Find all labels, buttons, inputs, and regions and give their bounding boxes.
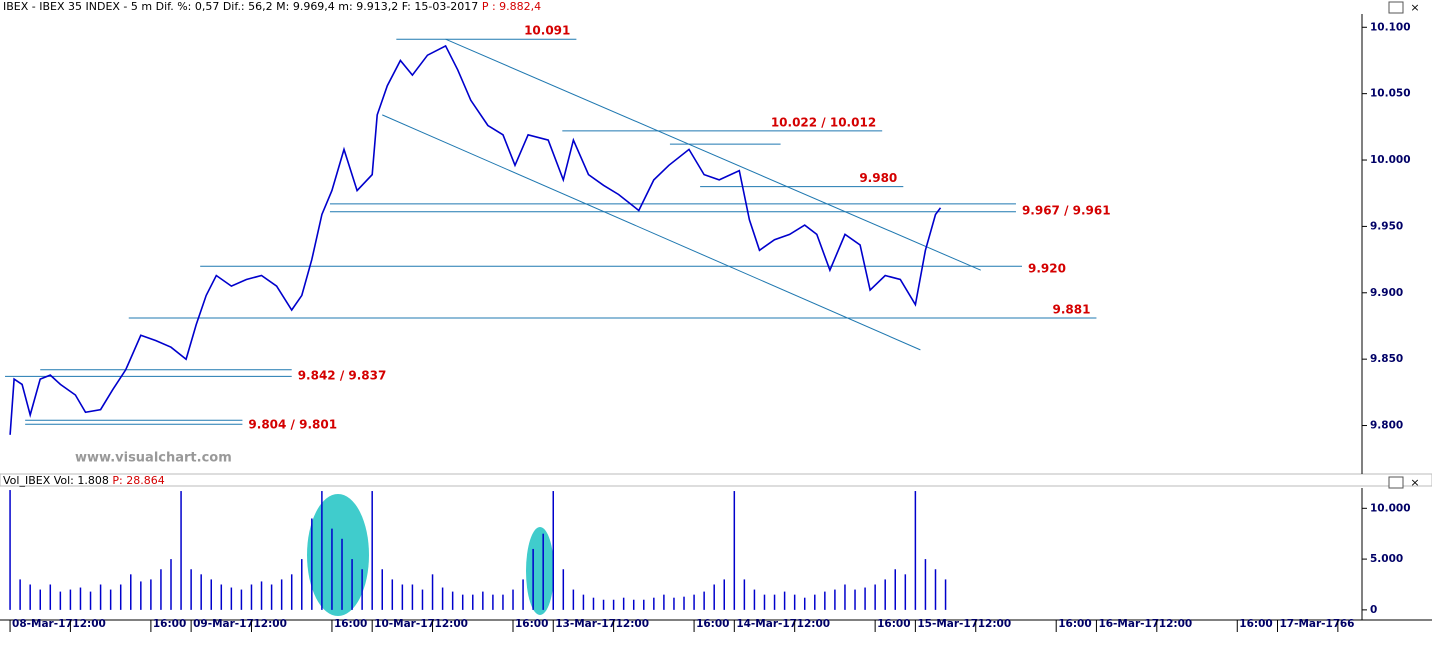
close-button[interactable]: ×	[1410, 476, 1419, 489]
level-label: 10.091	[524, 24, 570, 38]
x-tick-label: 17-Mar-17	[1280, 618, 1341, 630]
x-tick-label: 16:00	[153, 618, 186, 630]
maximize-button[interactable]	[1388, 476, 1404, 489]
panel-separator	[0, 473, 1432, 487]
x-tick-label: 09-Mar-17	[193, 618, 254, 630]
x-tick-label: 08-Mar-17	[12, 618, 73, 630]
highlight-ellipse	[526, 527, 554, 615]
y-tick-label: 0	[1370, 604, 1377, 616]
volume-header: Vol_IBEX Vol: 1.808 P: 28.864	[3, 474, 165, 487]
price-line	[9, 44, 942, 435]
x-tick-label: 12:00	[616, 618, 649, 630]
x-tick-label: 16:00	[696, 618, 729, 630]
volume-last: P: 28.864	[112, 474, 164, 487]
x-tick-label: 16:00	[334, 618, 367, 630]
level-label: 9.967 / 9.961	[1022, 203, 1111, 217]
maximize-button[interactable]	[1388, 1, 1404, 14]
y-tick-label: 9.950	[1370, 220, 1403, 232]
trend-line	[445, 38, 981, 271]
x-tick-label: 66	[1340, 618, 1355, 630]
trend-line	[382, 114, 921, 351]
y-tick-label: 9.850	[1370, 353, 1403, 365]
x-tick-label: 12:00	[1159, 618, 1192, 630]
price-header: IBEX - IBEX 35 INDEX - 5 m Dif. %: 0,57 …	[3, 0, 541, 13]
close-button[interactable]: ×	[1410, 1, 1419, 14]
y-tick-label: 5.000	[1370, 553, 1403, 565]
price-title: IBEX - IBEX 35 INDEX - 5 m Dif. %: 0,57 …	[3, 0, 478, 13]
y-tick-label: 10.000	[1370, 502, 1411, 514]
x-tick-label: 12:00	[253, 618, 286, 630]
x-tick-label: 16-Mar-17	[1098, 618, 1159, 630]
x-tick-label: 12:00	[72, 618, 105, 630]
y-tick-label: 10.000	[1370, 154, 1411, 166]
x-tick-label: 15-Mar-17	[917, 618, 978, 630]
y-tick-label: 9.800	[1370, 420, 1403, 432]
y-tick-label: 9.900	[1370, 287, 1403, 299]
x-tick-label: 16:00	[877, 618, 910, 630]
x-tick-label: 16:00	[515, 618, 548, 630]
level-label: 9.842 / 9.837	[298, 369, 387, 383]
x-tick-label: 16:00	[1058, 618, 1091, 630]
x-tick-label: 13-Mar-17	[555, 618, 616, 630]
x-tick-label: 16:00	[1239, 618, 1272, 630]
level-label: 9.920	[1028, 262, 1066, 276]
y-tick-label: 10.100	[1370, 21, 1411, 33]
level-label: 9.804 / 9.801	[248, 418, 337, 432]
x-tick-label: 12:00	[797, 618, 830, 630]
level-label: 9.881	[1052, 303, 1090, 317]
watermark: www.visualchart.com	[75, 451, 232, 466]
x-tick-label: 12:00	[435, 618, 468, 630]
highlight-ellipse	[307, 494, 369, 616]
window-buttons: × ×	[1388, 1, 1420, 489]
level-label: 9.980	[859, 171, 897, 185]
y-tick-label: 10.050	[1370, 88, 1411, 100]
x-tick-label: 12:00	[978, 618, 1011, 630]
x-tick-label: 10-Mar-17	[374, 618, 435, 630]
x-tick-label: 14-Mar-17	[736, 618, 797, 630]
level-label: 10.022 / 10.012	[771, 115, 876, 129]
price-last: P : 9.882,4	[482, 0, 541, 13]
volume-title: Vol_IBEX Vol: 1.808	[3, 474, 109, 487]
